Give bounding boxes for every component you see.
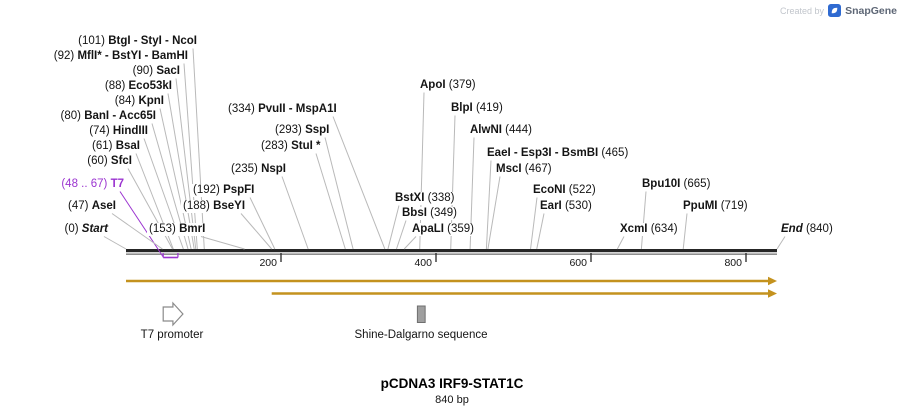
plasmid-title: pCDNA3 IRF9-STAT1C xyxy=(380,376,524,391)
callout-line xyxy=(616,236,625,250)
restriction-site-label: BlpI (419) xyxy=(449,102,505,115)
ruler-tick-label: 200 xyxy=(259,257,277,269)
callout-line xyxy=(332,116,386,250)
callout-line xyxy=(192,48,205,250)
restriction-site-label: BstXI (338) xyxy=(393,192,457,205)
restriction-site-label: (60) SfcI xyxy=(85,155,134,168)
restriction-site-label: ApoI (379) xyxy=(418,79,478,92)
restriction-site-label: (47) AseI xyxy=(66,200,118,213)
orf-arrow-head xyxy=(768,276,777,286)
snapgene-logo-icon xyxy=(828,4,842,17)
restriction-site-label: (88) Eco53kI xyxy=(102,80,174,93)
callout-line xyxy=(183,63,198,250)
ruler-tick-label: 400 xyxy=(414,257,432,269)
ruler-tick-label: 600 xyxy=(569,257,587,269)
restriction-site-label: (283) StuI * xyxy=(259,140,323,153)
restriction-site-label: (334) PvuII - MspA1I xyxy=(226,103,339,116)
callout-line xyxy=(536,213,545,250)
shine-dalgarno-caption: Shine-Dalgarno sequence xyxy=(354,329,488,341)
t7-promoter-caption: T7 promoter xyxy=(140,329,204,341)
restriction-site-label: EaeI - Esp3I - BsmBI (465) xyxy=(485,147,631,160)
callout-line xyxy=(776,236,786,250)
restriction-site-label: AlwNI (444) xyxy=(468,124,535,137)
restriction-site-label: Bpu10I (665) xyxy=(640,178,713,191)
restriction-site-label: EcoNI (522) xyxy=(531,184,598,197)
ruler-tick-label: 800 xyxy=(724,257,742,269)
restriction-site-label: (84) KpnI xyxy=(112,95,166,108)
sequence-ruler-secondary xyxy=(126,253,777,255)
shine-dalgarno-glyph xyxy=(416,305,426,323)
callout-line xyxy=(403,236,417,250)
callout-line xyxy=(324,137,354,250)
callout-line xyxy=(119,191,164,258)
callout-line xyxy=(419,92,425,250)
callout-line xyxy=(487,176,501,250)
callout-line xyxy=(640,191,647,250)
callout-line xyxy=(175,78,197,250)
callout-line xyxy=(315,153,346,250)
restriction-site-label: (74) HindIII xyxy=(87,125,150,138)
callout-line xyxy=(111,213,163,250)
restriction-site-label: XcmI (634) xyxy=(618,223,680,236)
callout-line xyxy=(387,205,400,250)
sequence-ruler xyxy=(126,249,777,253)
callout-line xyxy=(485,160,492,250)
callout-line xyxy=(396,220,407,250)
restriction-site-label: (92) MflI* - BstYI - BamHI xyxy=(51,50,190,63)
callout-line xyxy=(281,176,309,250)
restriction-site-label: (235) NspI xyxy=(229,163,288,176)
restriction-site-label: (293) SspI xyxy=(273,124,332,137)
restriction-site-label: (61) BsaI xyxy=(90,140,142,153)
created-by-text: Created by xyxy=(780,5,825,16)
orf-arrow-head xyxy=(768,289,777,298)
callout-line xyxy=(682,213,688,250)
snapgene-logo-text: SnapGene xyxy=(845,4,897,17)
restriction-site-label: (153) BmrI xyxy=(147,223,208,236)
branding: Created by SnapGene xyxy=(780,4,897,17)
restriction-site-label: PpuMI (719) xyxy=(681,200,750,213)
callout-line xyxy=(103,236,127,250)
restriction-site-label: EarI (530) xyxy=(538,200,594,213)
sequence-end-label: End (840) xyxy=(779,223,835,236)
sequence-start-label: (0) Start xyxy=(62,223,110,236)
restriction-site-label: MscI (467) xyxy=(494,163,554,176)
callout-line xyxy=(249,197,276,250)
callout-line xyxy=(240,213,273,250)
restriction-site-label: (90) SacI xyxy=(130,65,182,78)
callout-line xyxy=(200,236,245,250)
restriction-site-label: (188) BseYI xyxy=(181,200,248,213)
callout-line xyxy=(530,197,538,250)
restriction-site-label: (101) BtgI - StyI - NcoI xyxy=(76,35,199,48)
restriction-site-label: ApaLI (359) xyxy=(410,223,477,236)
restriction-site-label: (80) BanI - Acc65I xyxy=(58,110,158,123)
t7-promoter-glyph xyxy=(162,301,184,327)
restriction-site-label: BbsI (349) xyxy=(400,207,459,220)
t7-region-label: (48 .. 67) T7 xyxy=(59,178,126,191)
plasmid-length: 840 bp xyxy=(435,394,469,406)
restriction-site-label: (192) PspFI xyxy=(191,184,257,197)
